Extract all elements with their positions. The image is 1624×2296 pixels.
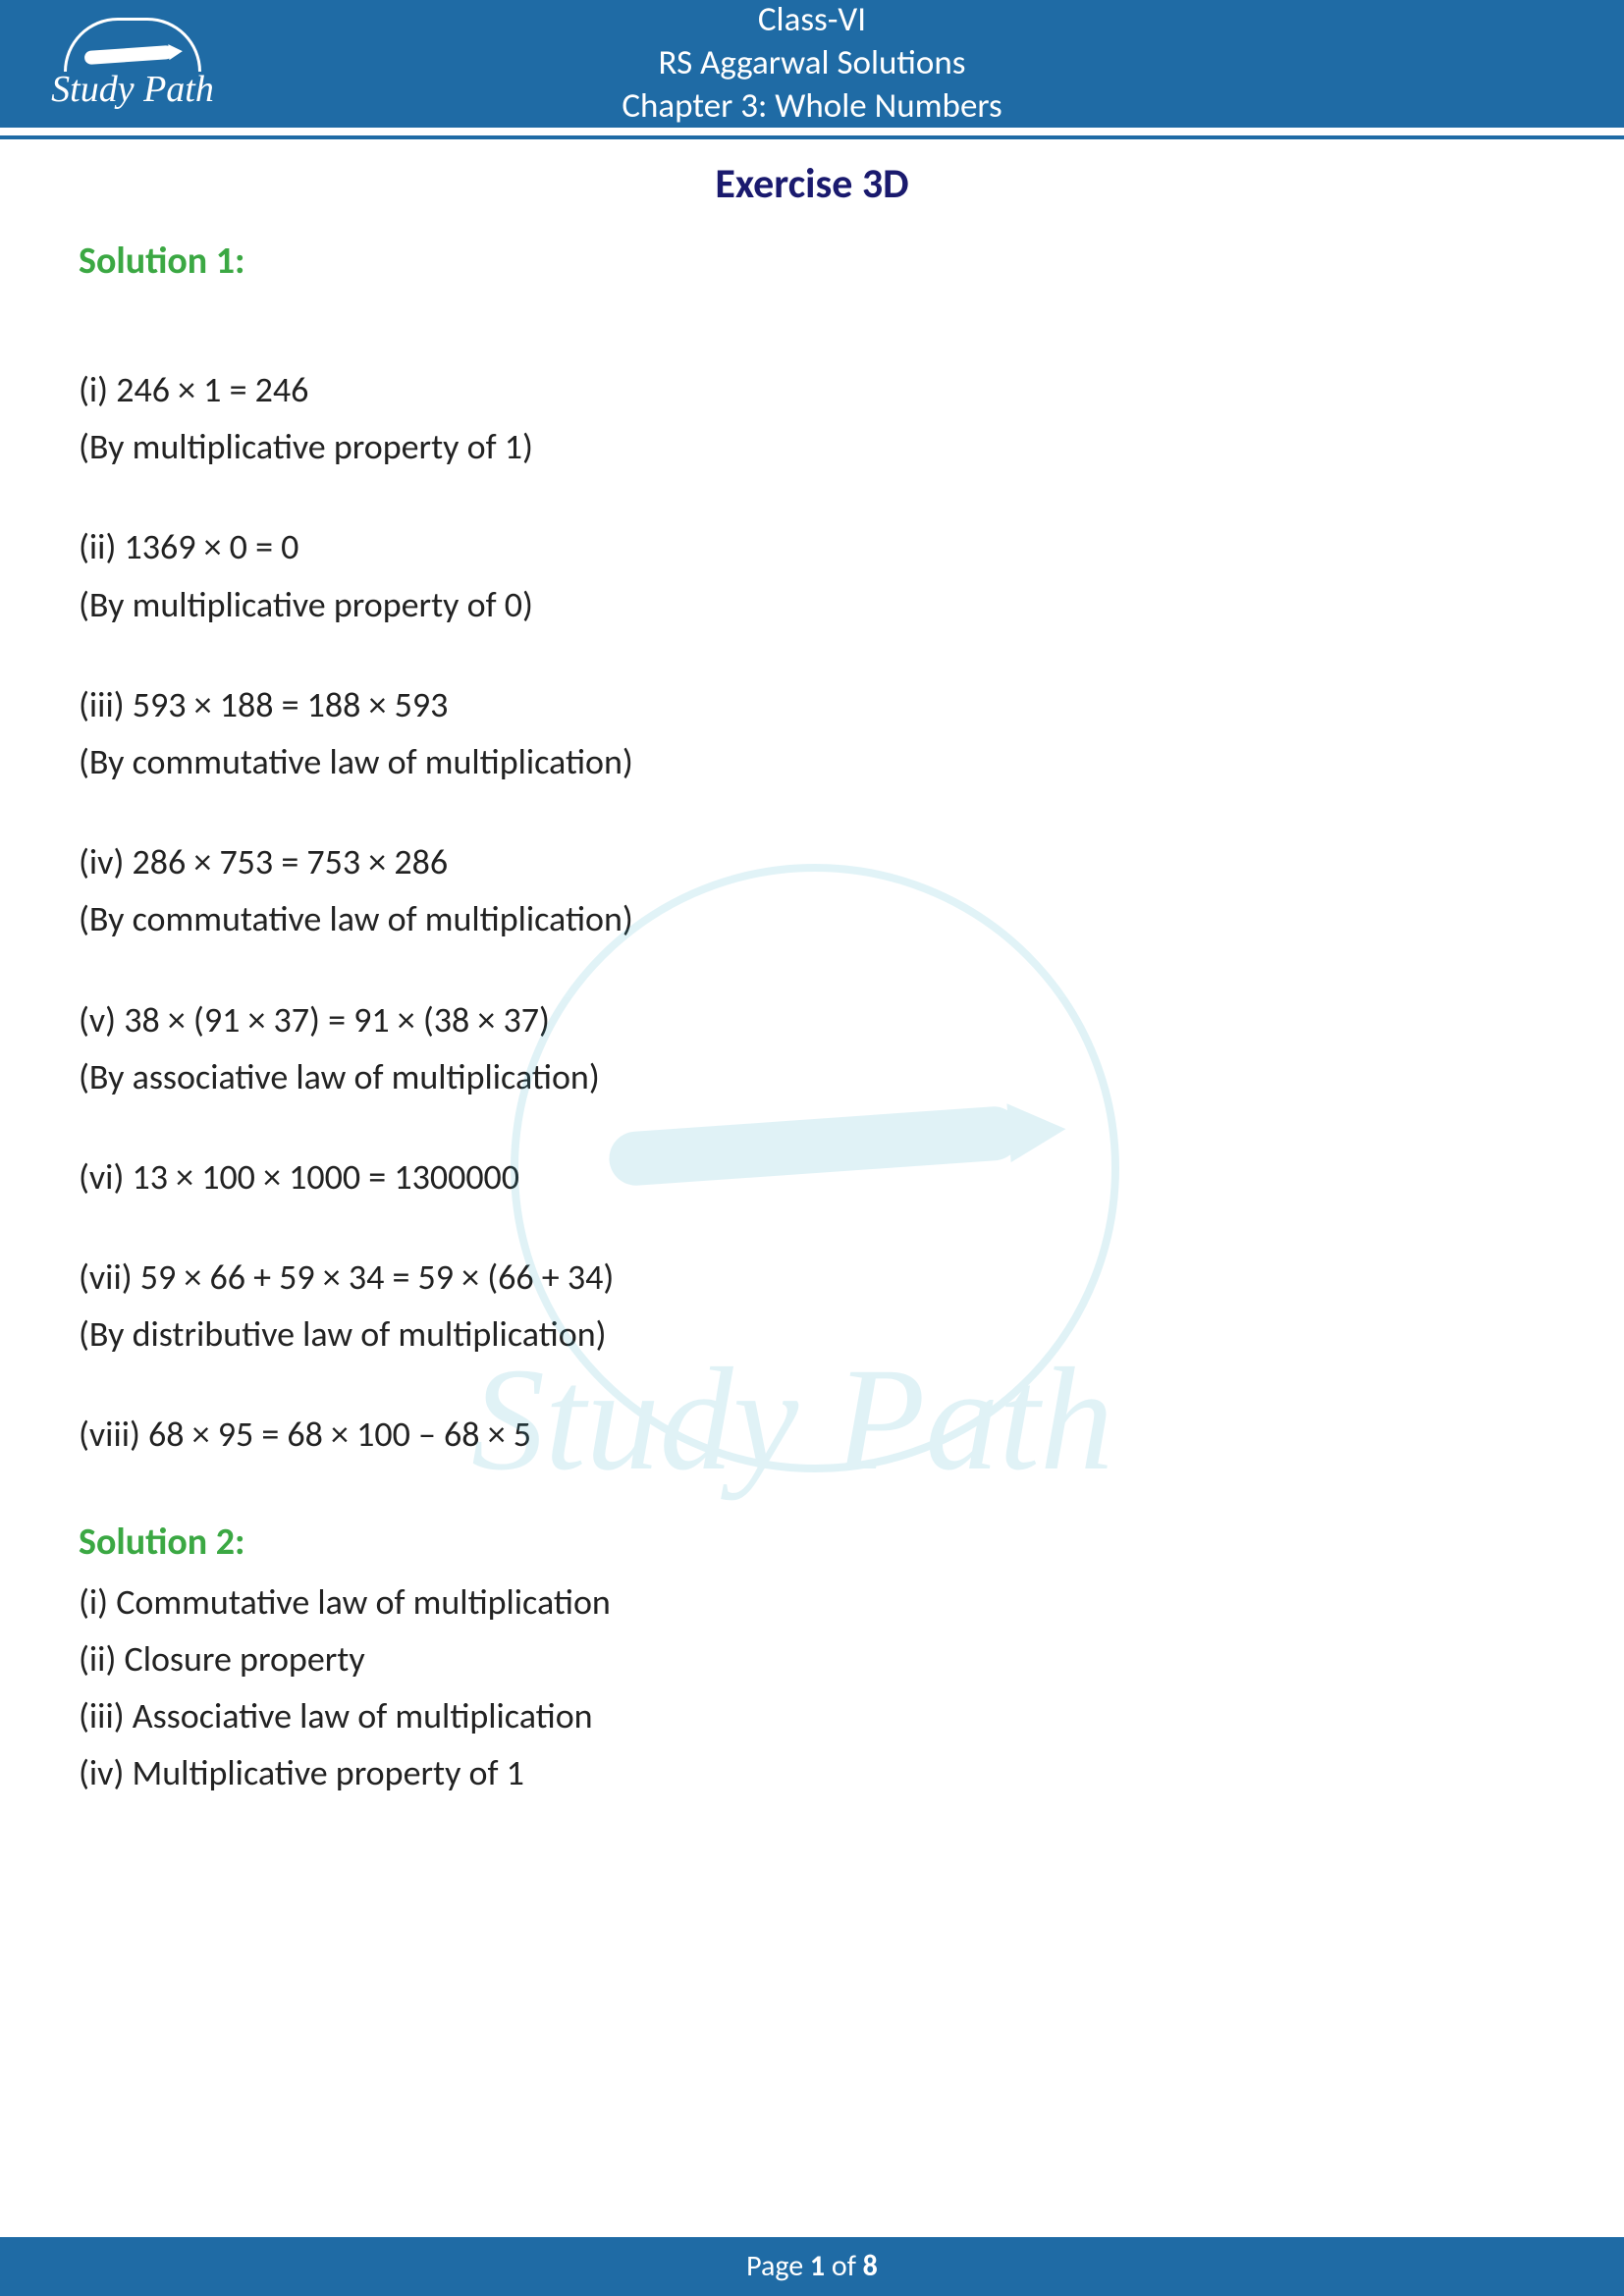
s1-viii-eq: (viii) 68 × 95 = 68 × 100 – 68 × 5 [79,1409,1545,1460]
s1-ii-eq: (ii) 1369 × 0 = 0 [79,521,1545,572]
s2-i: (i) Commutative law of multiplication [79,1576,1545,1628]
s1-iii-note: (By commutative law of multiplication) [79,736,1545,787]
s1-vi-eq: (vi) 13 × 100 × 1000 = 1300000 [79,1151,1545,1202]
s1-vii-note: (By distributive law of multiplication) [79,1308,1545,1360]
s2-ii: (ii) Closure property [79,1633,1545,1684]
s1-vii-eq: (vii) 59 × 66 + 59 × 34 = 59 × (66 + 34) [79,1252,1545,1303]
logo-pen-icon [84,44,174,64]
footer-prefix: Page [746,2248,810,2284]
s1-iv-note: (By commutative law of multiplication) [79,893,1545,944]
s1-v-note: (By associative law of multiplication) [79,1051,1545,1102]
s1-iii-eq: (iii) 593 × 188 = 188 × 593 [79,679,1545,730]
footer-current: 1 [810,2248,825,2284]
footer-bar: Page 1 of 8 [0,2237,1624,2296]
s2-iv: (iv) Multiplicative property of 1 [79,1747,1545,1798]
chapter-line: Chapter 3: Whole Numbers [29,85,1595,129]
s1-i-note: (By multiplicative property of 1) [79,421,1545,472]
book-line: RS Aggarwal Solutions [29,42,1595,85]
header-titles: Class-VI RS Aggarwal Solutions Chapter 3… [29,0,1595,129]
footer-middle: of [825,2248,863,2284]
footer-total: 8 [863,2248,878,2284]
s1-v-eq: (v) 38 × (91 × 37) = 91 × (38 × 37) [79,994,1545,1045]
s1-ii-note: (By multiplicative property of 0) [79,579,1545,630]
page-content: Exercise 3D Solution 1: (i) 246 × 1 = 24… [0,139,1624,1798]
s1-iv-eq: (iv) 286 × 753 = 753 × 286 [79,836,1545,887]
header-bar: Study Path Class-VI RS Aggarwal Solution… [0,0,1624,128]
solution-2-heading: Solution 2: [79,1520,1545,1565]
s1-i-eq: (i) 246 × 1 = 246 [79,364,1545,415]
class-line: Class-VI [29,0,1595,42]
s2-iii: (iii) Associative law of multiplication [79,1690,1545,1741]
solution-1-heading: Solution 1: [79,239,1545,284]
exercise-title: Exercise 3D [79,159,1545,209]
